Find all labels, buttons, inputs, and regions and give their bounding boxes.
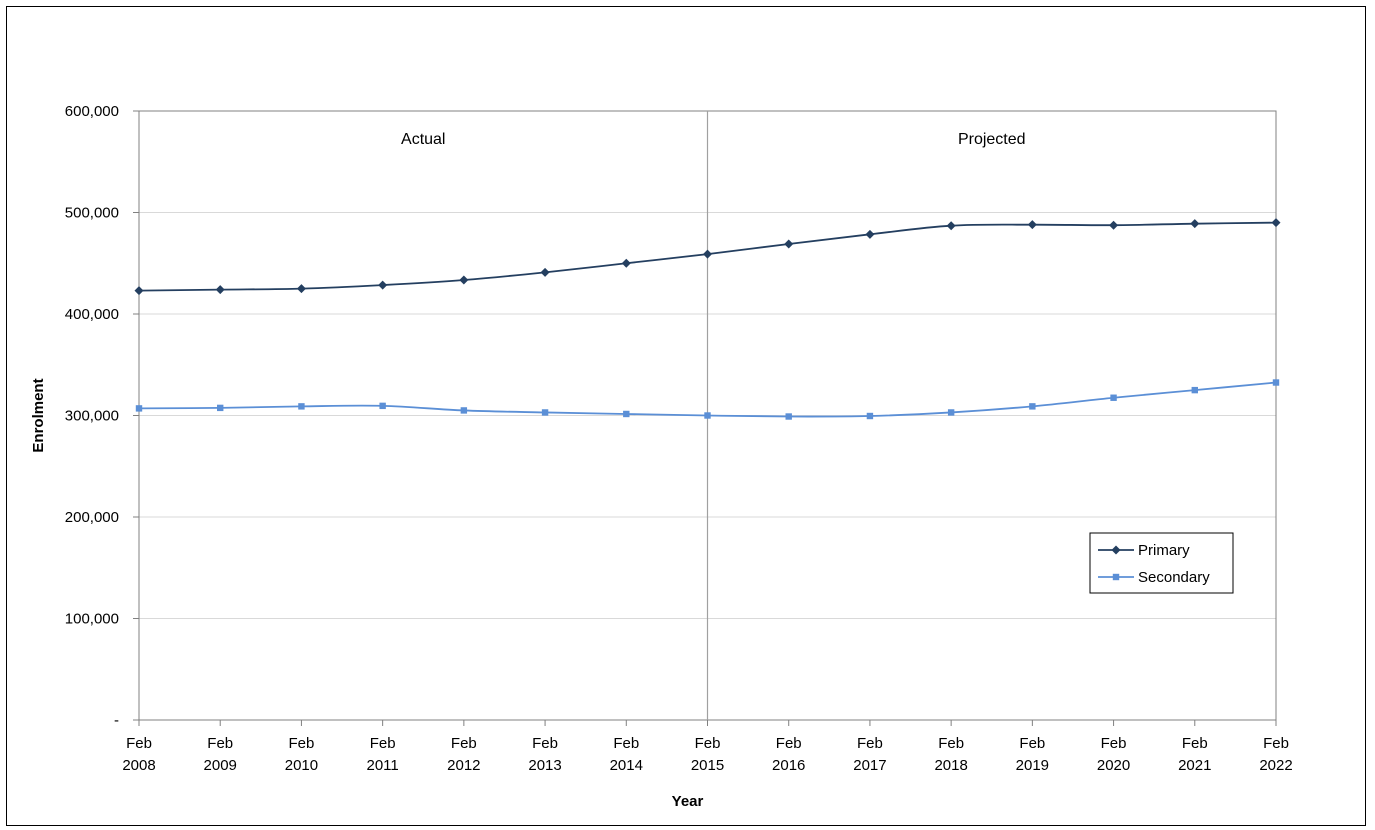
legend-marker-primary: [1111, 545, 1121, 555]
y-tick-label: 100,000: [65, 611, 119, 628]
data-point-secondary: [460, 407, 468, 414]
x-tick-label-year: 2010: [285, 757, 318, 774]
data-point-secondary: [1029, 403, 1036, 410]
region-label-actual: Actual: [401, 131, 445, 148]
axes: - 100,000 200,000 300,000 400,000 500,000 600,…: [65, 103, 1293, 774]
x-tick-label-year: 2012: [447, 757, 480, 774]
x-tick-label-year: 2019: [1016, 757, 1049, 774]
data-point-secondary: [217, 404, 224, 412]
x-tick-label-month: Feb: [451, 735, 477, 752]
x-tick-label-year: 2021: [1178, 757, 1211, 774]
data-point-secondary: [704, 412, 711, 419]
data-point-primary: [1109, 220, 1119, 230]
x-tick-label-year: 2011: [367, 757, 399, 774]
x-tick-label-month: Feb: [207, 735, 233, 752]
x-tick-label-month: Feb: [532, 735, 558, 752]
data-point-secondary: [1110, 394, 1117, 401]
region-label-projected: Projected: [958, 131, 1026, 148]
x-tick-label-year: 2018: [934, 757, 967, 774]
data-point-primary: [296, 284, 306, 294]
data-point-secondary: [541, 409, 549, 416]
data-point-secondary: [623, 410, 630, 418]
legend-box: [1089, 532, 1234, 594]
data-point-secondary: [135, 405, 143, 412]
data-point-primary: [784, 239, 794, 249]
x-tick-label-year: 2015: [691, 757, 724, 774]
legend-item-secondary: Secondary: [1098, 569, 1210, 586]
x-tick-label-year: 2013: [528, 757, 561, 774]
x-tick-label-year: 2020: [1097, 757, 1130, 774]
data-point-primary: [1271, 218, 1281, 228]
series-primary: [134, 218, 1281, 296]
x-tick-label-year: 2022: [1259, 757, 1292, 774]
x-tick-label-year: 2009: [204, 757, 237, 774]
data-point-primary: [134, 286, 144, 296]
data-point-secondary: [947, 409, 955, 416]
data-point-primary: [946, 221, 956, 231]
y-axis-title: Enrolment: [30, 378, 47, 452]
x-tick-label-month: Feb: [613, 735, 639, 752]
legend-label-primary: Primary: [1138, 542, 1190, 559]
data-point-secondary: [785, 413, 792, 420]
data-point-secondary: [379, 402, 386, 410]
data-point-secondary: [1191, 386, 1198, 394]
legend: Primary Secondary: [1089, 532, 1234, 594]
x-tick-label-month: Feb: [1019, 735, 1045, 752]
data-point-primary: [703, 249, 712, 259]
x-tick-label-month: Feb: [695, 735, 721, 752]
y-tick-label: 500,000: [65, 205, 119, 222]
x-tick-label-month: Feb: [288, 735, 314, 752]
x-tick-label-year: 2008: [122, 757, 155, 774]
data-point-primary: [865, 229, 875, 239]
data-point-primary: [1027, 220, 1037, 230]
x-tick-label-month: Feb: [938, 735, 964, 752]
x-tick-label-month: Feb: [776, 735, 802, 752]
legend-item-primary: Primary: [1098, 542, 1190, 559]
x-tick-label-month: Feb: [1101, 735, 1127, 752]
data-point-primary: [621, 258, 631, 268]
series-layer: [134, 218, 1281, 420]
x-tick-label-month: Feb: [370, 735, 396, 752]
x-tick-label-year: 2014: [610, 757, 643, 774]
x-tick-label-month: Feb: [126, 735, 152, 752]
data-point-primary: [378, 280, 388, 290]
legend-label-secondary: Secondary: [1138, 569, 1210, 586]
y-tick-label: 200,000: [65, 509, 119, 526]
data-point-primary: [459, 275, 469, 285]
data-point-secondary: [1272, 379, 1280, 386]
y-tick-label: 600,000: [65, 103, 119, 120]
x-tick-label-month: Feb: [857, 735, 883, 752]
data-point-primary: [1190, 219, 1200, 229]
legend-marker-secondary: [1112, 573, 1120, 581]
data-point-primary: [215, 285, 225, 295]
series-secondary: [135, 379, 1280, 420]
data-point-secondary: [298, 403, 305, 410]
data-point-primary: [540, 267, 550, 277]
data-point-secondary: [866, 412, 874, 420]
x-axis-title: Year: [672, 793, 704, 810]
y-tick-label: 300,000: [65, 408, 119, 425]
x-tick-label-month: Feb: [1263, 735, 1289, 752]
x-tick-label-year: 2017: [853, 757, 886, 774]
x-tick-label-month: Feb: [1182, 735, 1208, 752]
y-tick-label: 400,000: [65, 306, 119, 323]
y-tick-label: -: [114, 712, 119, 729]
x-tick-label-year: 2016: [772, 757, 805, 774]
